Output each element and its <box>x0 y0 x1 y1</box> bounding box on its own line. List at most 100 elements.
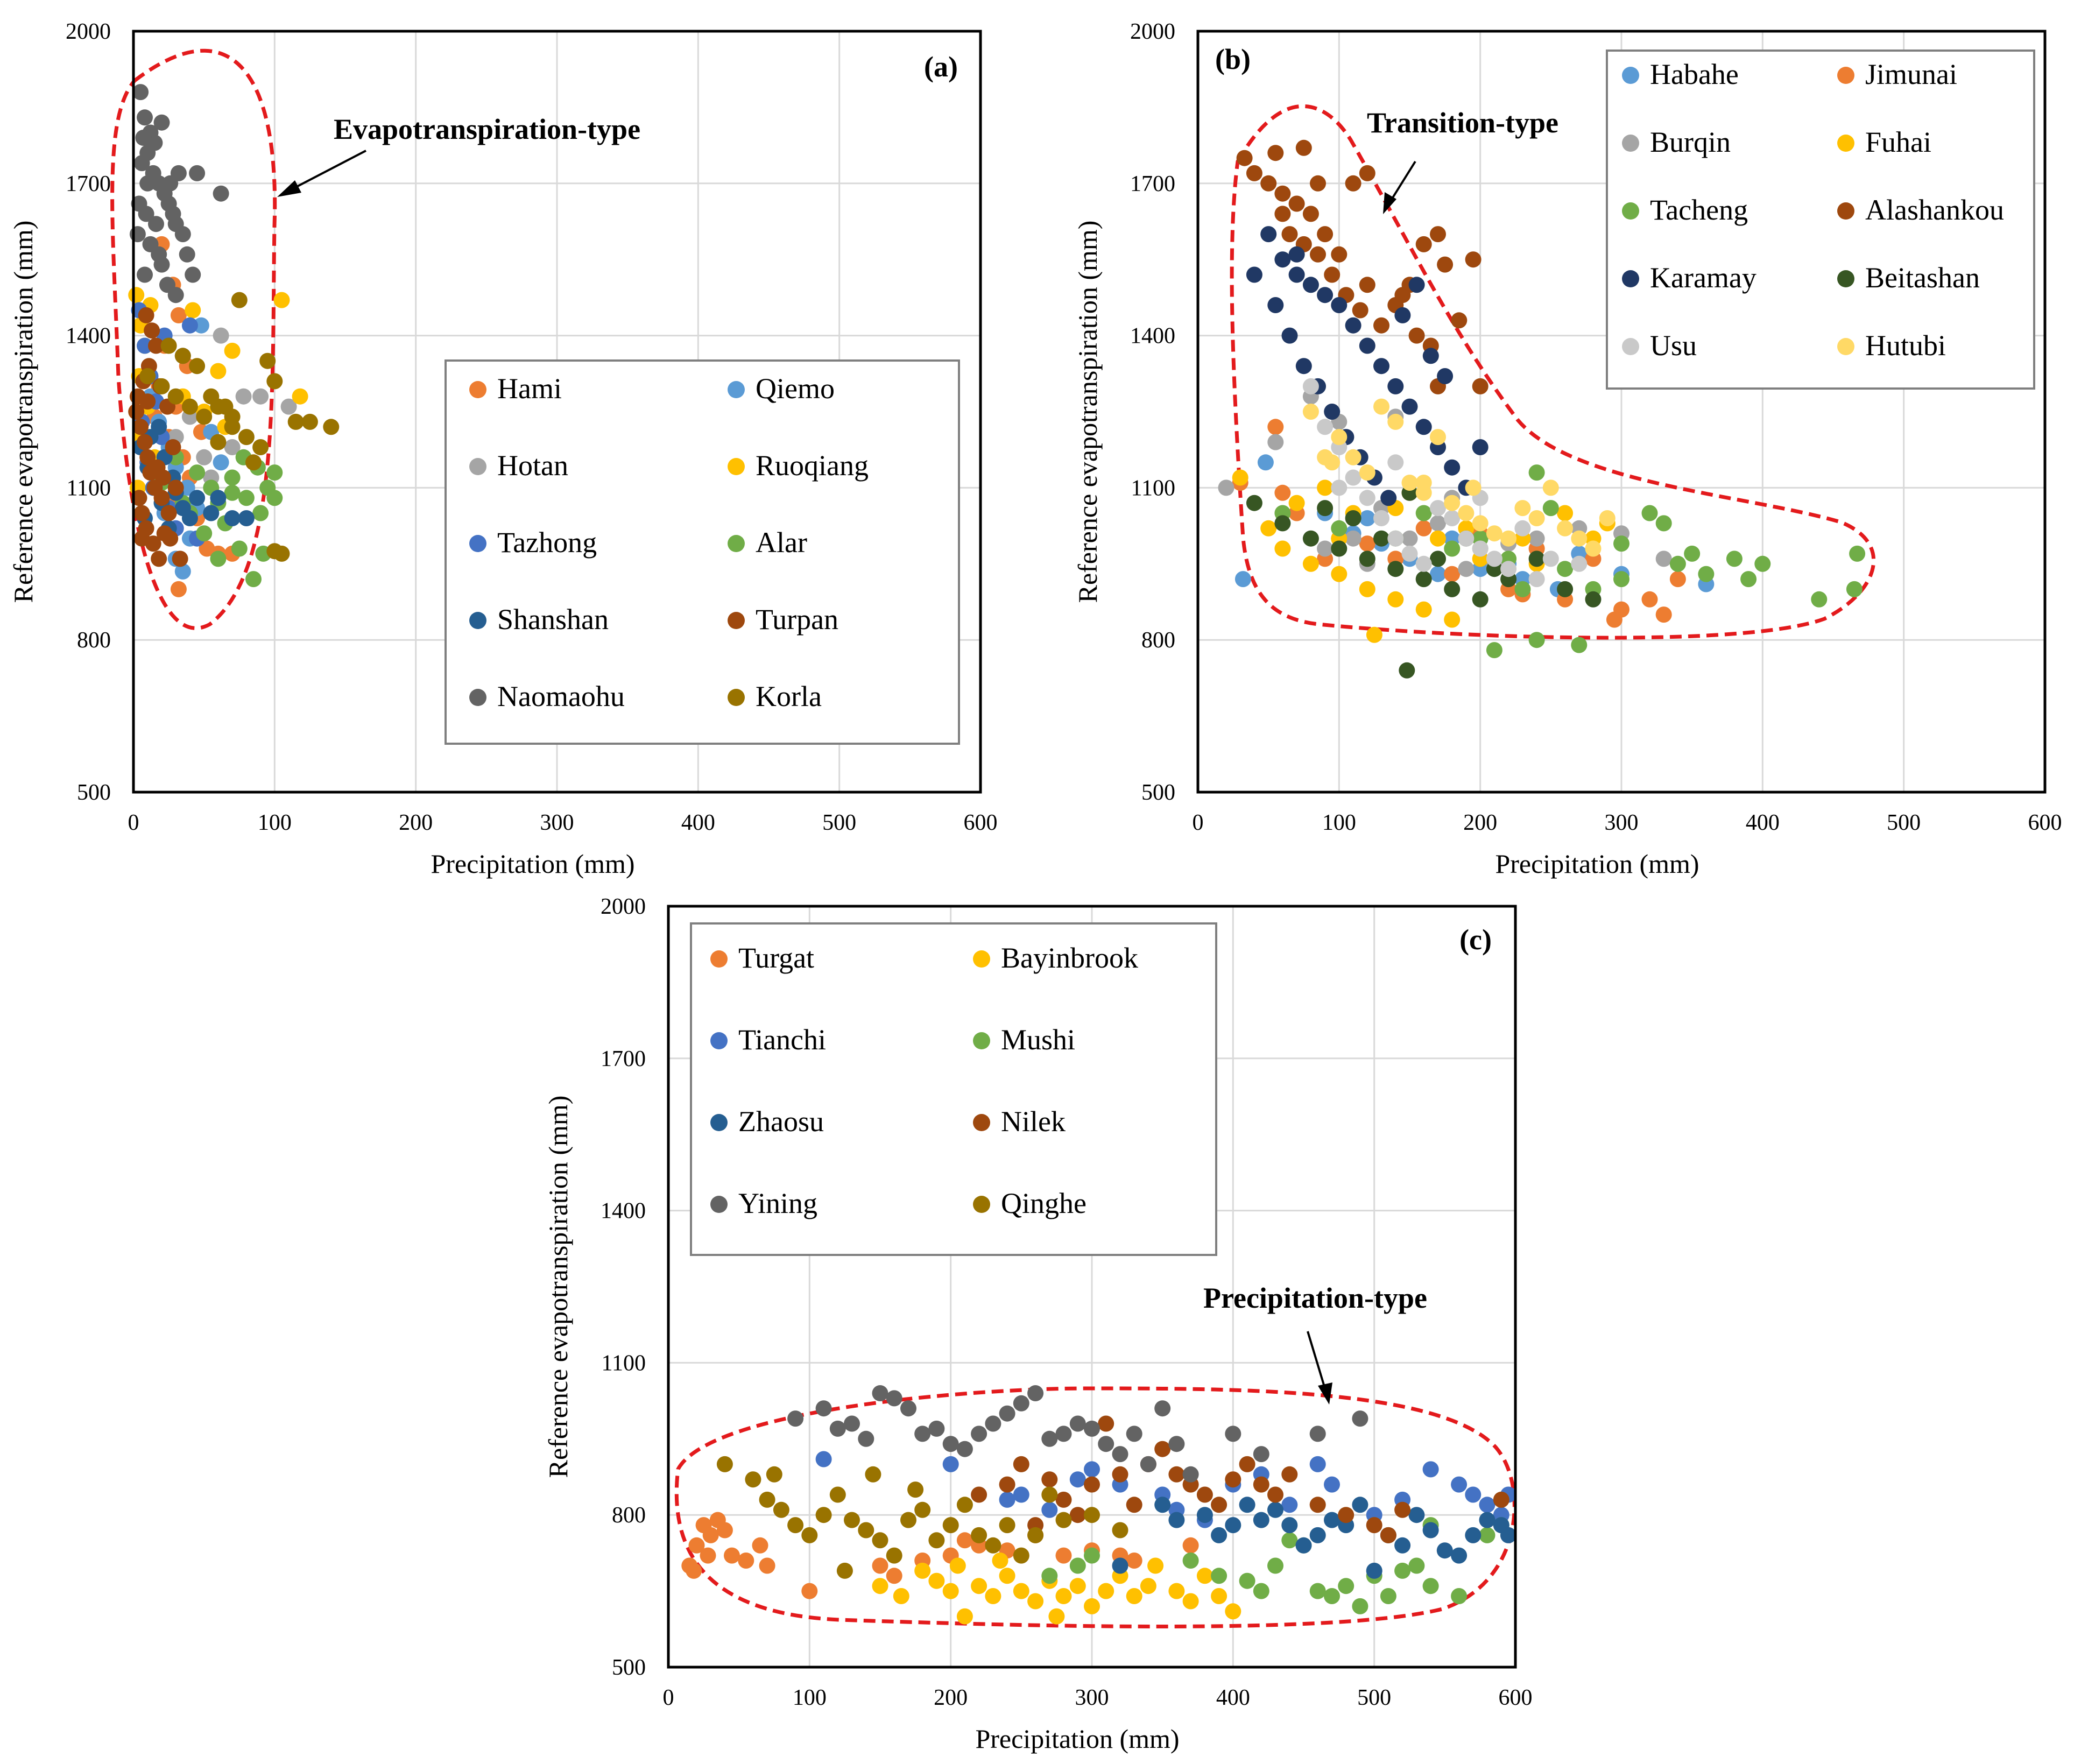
panel-a-point-alar-20 <box>224 484 241 501</box>
panel-c-point-nilek-6 <box>1084 1476 1100 1493</box>
panel-b-point-alashankou-20 <box>1430 226 1446 243</box>
panel-b-point-usu-9 <box>1430 500 1446 517</box>
panel-c-point-yining-19 <box>1069 1415 1086 1432</box>
panel-c-x-tick-4: 400 <box>1216 1685 1250 1710</box>
panel-b-point-karamay-10 <box>1401 398 1418 415</box>
panel-c-legend-marker-zhaosu <box>710 1114 728 1131</box>
panel-c-point-yining-10 <box>942 1436 959 1452</box>
panel-c-point-qinghe-2 <box>759 1491 775 1508</box>
panel-c-point-tianchi-23 <box>1041 1501 1058 1518</box>
panel-a-point-qiemo-8 <box>174 563 191 580</box>
panel-b-x-tick-2: 200 <box>1463 810 1497 835</box>
panel-b-point-tacheng-13 <box>1849 545 1866 562</box>
panel-b-point-beitashan-6 <box>1415 571 1432 588</box>
panel-b-point-beitashan-7 <box>1444 581 1461 597</box>
panel-a-x-tick-2: 200 <box>399 810 433 835</box>
panel-b-point-karamay-16 <box>1246 266 1262 283</box>
panel-b-point-tacheng-12 <box>1846 581 1863 597</box>
panel-b-point-alashankou-7 <box>1331 246 1348 263</box>
panel-a-x-tick-5: 500 <box>822 810 856 835</box>
panel-a-y-tick-5: 2000 <box>66 19 111 44</box>
panel-c-point-zhaosu-14 <box>1394 1537 1411 1554</box>
panel-c-point-qinghe-26 <box>836 1562 853 1579</box>
panel-c-point-zhaosu-8 <box>1309 1527 1326 1543</box>
panel-a-point-korla-1 <box>153 378 170 394</box>
panel-c-point-turgat-10 <box>801 1583 818 1599</box>
panel-b-point-karamay-26 <box>1394 307 1411 323</box>
panel-b-legend-label-jimunai: Jimunai <box>1865 58 1957 90</box>
panel-b-point-hutubi-2 <box>1345 449 1361 465</box>
panel-b-point-beitashan-4 <box>1359 551 1375 567</box>
panel-a-envelope <box>110 48 277 630</box>
panel-a-point-turpan-27 <box>133 530 150 547</box>
panel-b-legend-label-usu: Usu <box>1650 329 1697 362</box>
panel-c-point-nilek-23 <box>1380 1527 1396 1543</box>
panel-c-point-bayinbrook-17 <box>1126 1588 1142 1604</box>
panel-a-point-alar-15 <box>196 525 213 542</box>
panel-b-point-hutubi-0 <box>1302 404 1319 420</box>
panel-b-point-alashankou-10 <box>1274 206 1291 222</box>
panel-b-point-usu-8 <box>1415 555 1432 572</box>
panel-b-point-karamay-15 <box>1472 439 1489 455</box>
panel-b-point-fuhai-9 <box>1366 626 1382 643</box>
panel-a-point-hotan-0 <box>213 327 229 344</box>
panel-b-legend-label-tacheng: Tacheng <box>1650 194 1748 226</box>
panel-b-point-tacheng-3 <box>1444 540 1461 557</box>
panel-b-ticks: 0 100 200 300 400 500 600 500 800 1100 1400 1700 200… <box>1130 19 2062 835</box>
panel-b-point-karamay-8 <box>1373 358 1389 375</box>
panel-b-point-habahe-9 <box>1430 566 1446 582</box>
panel-c-point-tianchi-0 <box>815 1451 832 1467</box>
panel-b-legend-marker-alashankou <box>1837 202 1854 220</box>
panel-c-point-qinghe-28 <box>766 1466 782 1483</box>
panel-c-point-mushi-7 <box>1267 1557 1283 1574</box>
panel-b-point-tacheng-20 <box>1571 637 1588 653</box>
panel-b-point-jimunai-15 <box>1415 520 1432 537</box>
panel-a-point-naomaohu-31 <box>135 130 152 146</box>
panel-a-point-hotan-4 <box>196 449 213 465</box>
panel-c-point-tianchi-13 <box>1324 1476 1340 1493</box>
panel-b-point-alashankou-31 <box>1295 139 1312 156</box>
panel-b-point-usu-12 <box>1472 540 1489 557</box>
panel-b-point-hutubi-4 <box>1373 398 1389 415</box>
panel-b-point-alashankou-25 <box>1394 287 1411 304</box>
panel-c-legend-marker-qinghe <box>973 1196 990 1213</box>
panel-a-point-naomaohu-6 <box>133 155 150 172</box>
panel-c-legend-label-zhaosu: Zhaosu <box>738 1105 824 1138</box>
panel-b-point-hutubi-24 <box>1465 479 1482 496</box>
panel-a-point-korla-4 <box>196 408 213 425</box>
panel-b-point-burqin-13 <box>1528 530 1545 547</box>
panel-a-point-korla-18 <box>174 348 191 364</box>
panel-a-point-alar-8 <box>266 490 283 506</box>
panel-c-point-tianchi-4 <box>1084 1461 1100 1478</box>
panel-a-legend-marker-alar <box>728 535 745 552</box>
panel-c-point-yining-29 <box>1253 1446 1269 1463</box>
panel-c-point-nilek-7 <box>1098 1415 1114 1432</box>
panel-a-point-naomaohu-25 <box>137 266 153 283</box>
panel-c-point-mushi-5 <box>1239 1572 1255 1589</box>
panel-c-legend-marker-nilek <box>973 1114 990 1131</box>
panel-c-point-yining-18 <box>1055 1426 1072 1442</box>
panel-b-point-alashankou-23 <box>1465 251 1482 268</box>
panel-c-point-tianchi-17 <box>1451 1476 1468 1493</box>
panel-c-point-mushi-1 <box>1069 1557 1086 1574</box>
panel-b-legend-marker-jimunai <box>1837 67 1854 84</box>
panel-b-point-tacheng-1 <box>1331 520 1348 537</box>
panel-b-point-fuhai-7 <box>1415 601 1432 618</box>
panel-a-annotation-arrow <box>277 150 366 197</box>
panel-c-point-mushi-17 <box>1408 1557 1425 1574</box>
panel-a-legend-label-alar: Alar <box>756 526 807 559</box>
panel-b-point-beitashan-8 <box>1472 591 1489 608</box>
panel-c-point-tianchi-12 <box>1309 1456 1326 1472</box>
panel-c-point-nilek-15 <box>1225 1471 1241 1488</box>
panel-a-point-naomaohu-1 <box>137 109 153 126</box>
panel-c-point-bayinbrook-21 <box>1196 1568 1213 1584</box>
panel-c-point-bayinbrook-26 <box>1048 1608 1065 1625</box>
panel-c-point-turgat-8 <box>752 1537 768 1554</box>
panel-a-legend-label-naomaohu: Naomaohu <box>497 680 625 712</box>
panel-a-plot-frame <box>132 30 982 794</box>
panel-a-point-ruoqiang-10 <box>292 388 308 405</box>
panel-b-point-alashankou-3 <box>1274 185 1291 202</box>
panel-a-legend-marker-korla <box>728 689 745 706</box>
panel-a-y-tick-2: 1100 <box>67 476 111 500</box>
panel-b-point-karamay-30 <box>1288 246 1305 263</box>
